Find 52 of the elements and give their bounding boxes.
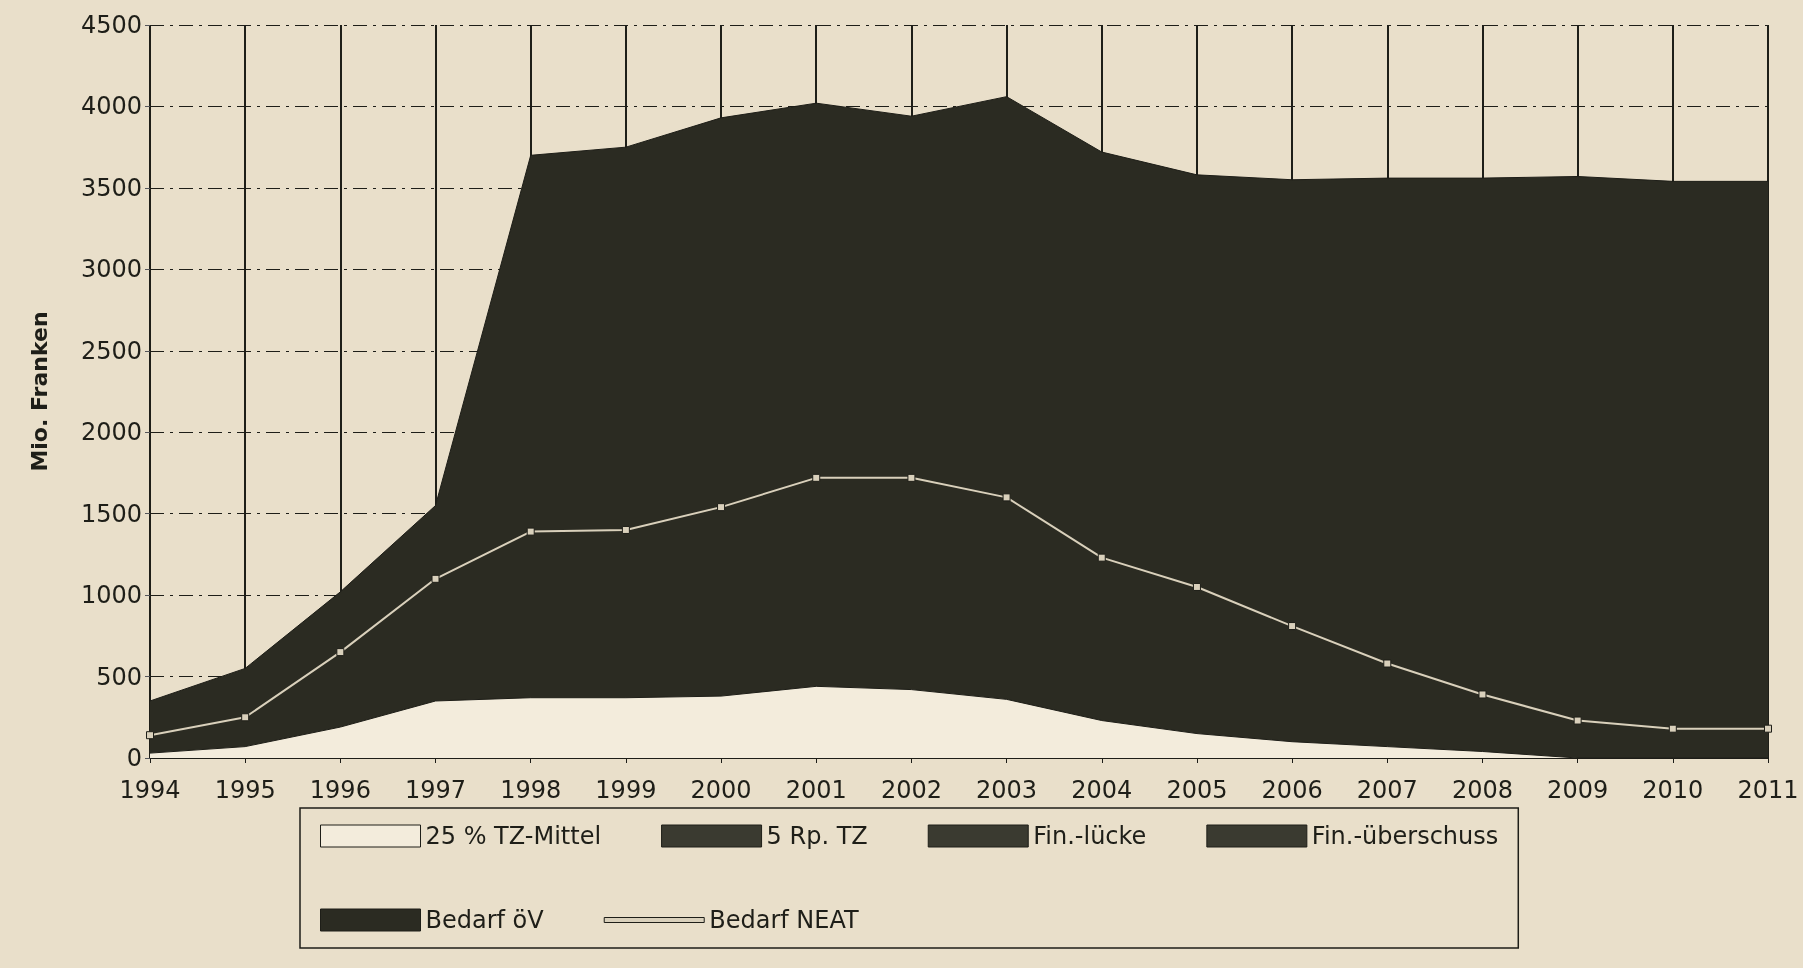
point <box>1573 716 1582 725</box>
x-tick-label: 1997 <box>404 776 467 804</box>
point <box>1764 724 1772 733</box>
y-axis-title: Mio. Franken <box>26 311 52 472</box>
point <box>526 527 535 536</box>
y-tick-label: 1000 <box>80 581 142 610</box>
legend-label: Bedarf öV <box>425 906 545 934</box>
point <box>241 713 250 722</box>
x-tick-label: 2000 <box>690 776 752 804</box>
legend-label: Bedarf NEAT <box>709 906 860 934</box>
x-tick-label: 2009 <box>1547 776 1609 804</box>
point <box>1288 622 1297 631</box>
x-tick-label: 2001 <box>785 776 847 804</box>
x-tick-label: 1995 <box>214 776 276 804</box>
y-tick-label: 500 <box>96 662 142 691</box>
legend-label: Fin.-lücke <box>1033 822 1147 850</box>
y-tick-label: 2000 <box>80 418 142 447</box>
point <box>1383 659 1392 668</box>
point <box>336 648 345 657</box>
point <box>1097 553 1106 562</box>
point <box>1002 493 1011 502</box>
x-tick-label: 2011 <box>1737 776 1799 804</box>
y-tick-label: 3000 <box>80 255 142 284</box>
legend-label: 5 Rp. TZ <box>766 822 868 850</box>
x-tick-label: 2003 <box>976 776 1038 804</box>
x-tick-label: 2008 <box>1451 776 1514 804</box>
y-tick-label: 3500 <box>80 173 142 202</box>
point <box>621 525 630 534</box>
point <box>1668 724 1677 733</box>
x-tick-label: 1998 <box>500 776 562 804</box>
x-tick-label: 1994 <box>119 776 181 804</box>
x-tick-label: 2004 <box>1071 776 1133 804</box>
x-tick-label: 2006 <box>1261 776 1323 804</box>
point <box>907 473 916 482</box>
point <box>146 731 154 740</box>
point <box>431 574 440 583</box>
legend-label: Fin.-überschuss <box>1311 822 1499 850</box>
y-tick-label: 1500 <box>80 499 142 528</box>
y-tick-label: 2500 <box>80 336 142 365</box>
x-tick-label: 2002 <box>880 776 942 804</box>
x-tick-label: 2010 <box>1642 776 1704 804</box>
x-tick-label: 2007 <box>1356 776 1418 804</box>
y-tick-label: 4000 <box>80 92 142 121</box>
point <box>1478 690 1487 699</box>
x-tick-label: 1996 <box>309 776 371 804</box>
x-tick-label: 2005 <box>1166 776 1228 804</box>
legend-label: 25 % TZ-Mittel <box>425 822 602 850</box>
y-tick-label: 4500 <box>80 11 142 39</box>
point <box>1192 582 1201 591</box>
x-tick-label: 1999 <box>595 776 657 804</box>
y-tick-label: 0 <box>126 744 142 772</box>
point <box>812 473 821 482</box>
